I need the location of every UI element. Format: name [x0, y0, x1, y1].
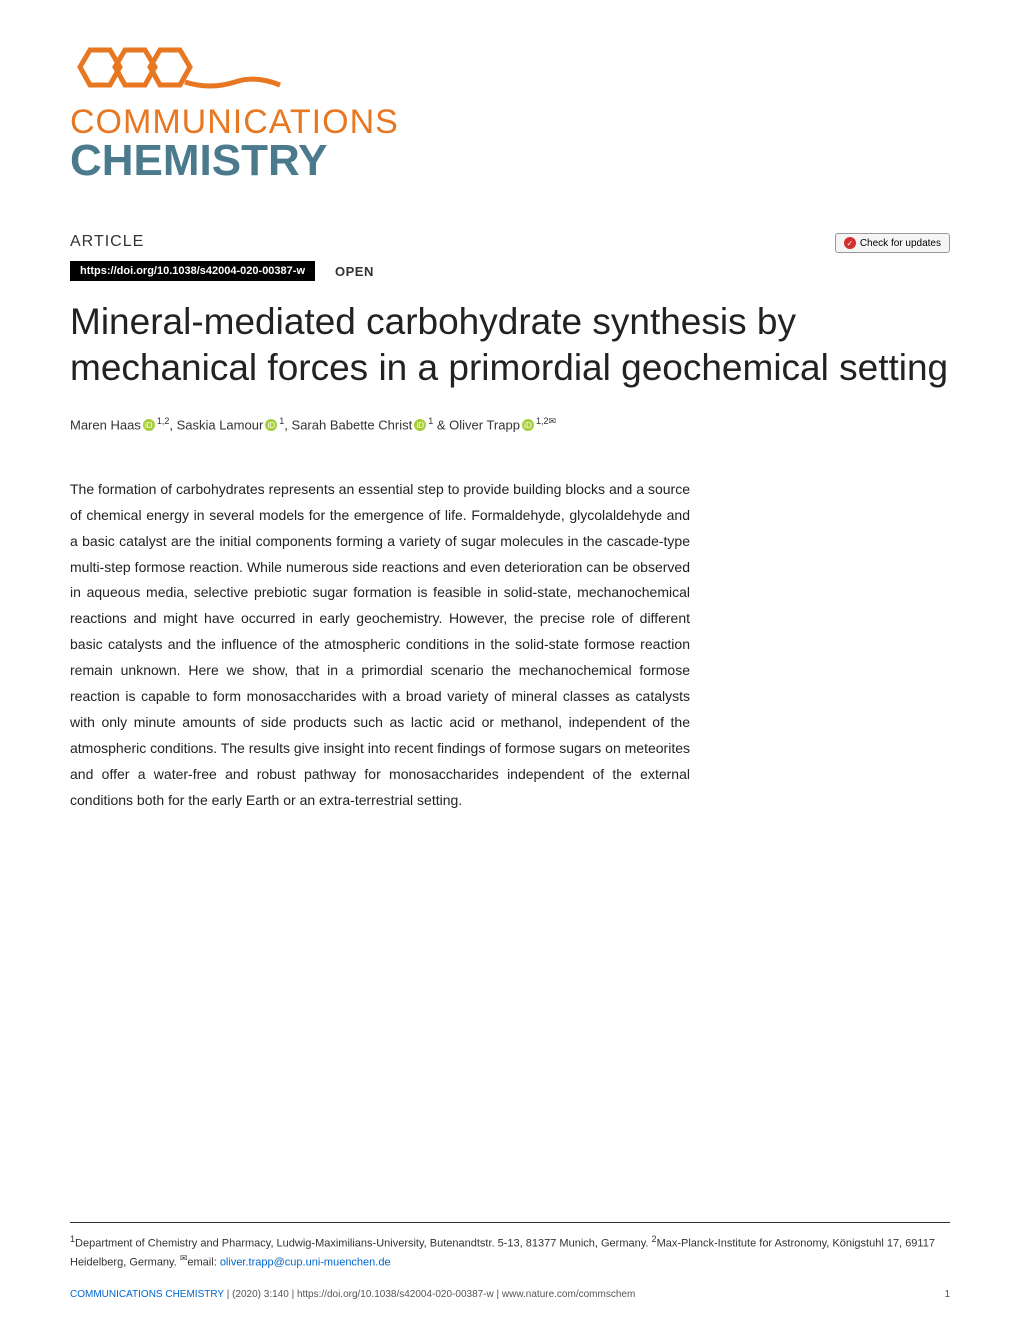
author-affiliation: 1: [279, 416, 284, 426]
author-name: Sarah Babette Christ: [292, 417, 413, 432]
open-access-label: OPEN: [335, 264, 374, 279]
email-label: email:: [187, 1257, 216, 1269]
journal-name-line2: CHEMISTRY: [70, 139, 950, 183]
abstract-text: The formation of carbohydrates represent…: [70, 477, 690, 814]
hexagon-logo-icon: [70, 40, 290, 105]
footer-divider: [70, 1222, 950, 1223]
orcid-icon[interactable]: iD: [522, 419, 534, 431]
journal-logo: COMMUNICATIONS CHEMISTRY: [70, 40, 950, 183]
check-updates-icon: ✓: [844, 237, 856, 249]
corresponding-icon: ✉: [548, 416, 556, 426]
footer-section: 1 Department of Chemistry and Pharmacy, L…: [70, 1222, 950, 1300]
affiliations-text: 1Department of Chemistry and Pharmacy, L…: [70, 1233, 950, 1271]
footer-journal-name: COMMUNICATIONS CHEMISTRY: [70, 1289, 224, 1300]
article-header: ARTICLE ✓ Check for updates: [70, 233, 950, 251]
author-affiliation: 1,2: [536, 416, 549, 426]
doi-row: https://doi.org/10.1038/s42004-020-00387…: [70, 261, 950, 281]
article-type-label: ARTICLE: [70, 233, 950, 251]
article-title: Mineral-mediated carbohydrate synthesis …: [70, 299, 950, 392]
page-number: 1: [944, 1289, 950, 1300]
orcid-icon[interactable]: iD: [414, 419, 426, 431]
orcid-icon[interactable]: iD: [143, 419, 155, 431]
doi-badge[interactable]: https://doi.org/10.1038/s42004-020-00387…: [70, 261, 315, 281]
affiliation-1: Department of Chemistry and Pharmacy, Lu…: [75, 1237, 648, 1249]
author-affiliation: 1: [428, 416, 433, 426]
author-name: Oliver Trapp: [449, 417, 520, 432]
check-updates-button[interactable]: ✓ Check for updates: [835, 233, 950, 253]
author-affiliation: 1,2: [157, 416, 170, 426]
author-name: Maren Haas: [70, 417, 141, 432]
journal-name-line1: COMMUNICATIONS: [70, 105, 950, 139]
check-updates-label: Check for updates: [860, 238, 941, 249]
footer-line: COMMUNICATIONS CHEMISTRY | (2020) 3:140 …: [70, 1289, 950, 1300]
corresponding-email-link[interactable]: oliver.trapp@cup.uni-muenchen.de: [220, 1257, 391, 1269]
orcid-icon[interactable]: iD: [265, 419, 277, 431]
footer-citation: (2020) 3:140 | https://doi.org/10.1038/s…: [232, 1289, 635, 1300]
author-name: Saskia Lamour: [177, 417, 264, 432]
authors-list: Maren HaasiD1,2, Saskia LamouriD1, Sarah…: [70, 416, 950, 432]
